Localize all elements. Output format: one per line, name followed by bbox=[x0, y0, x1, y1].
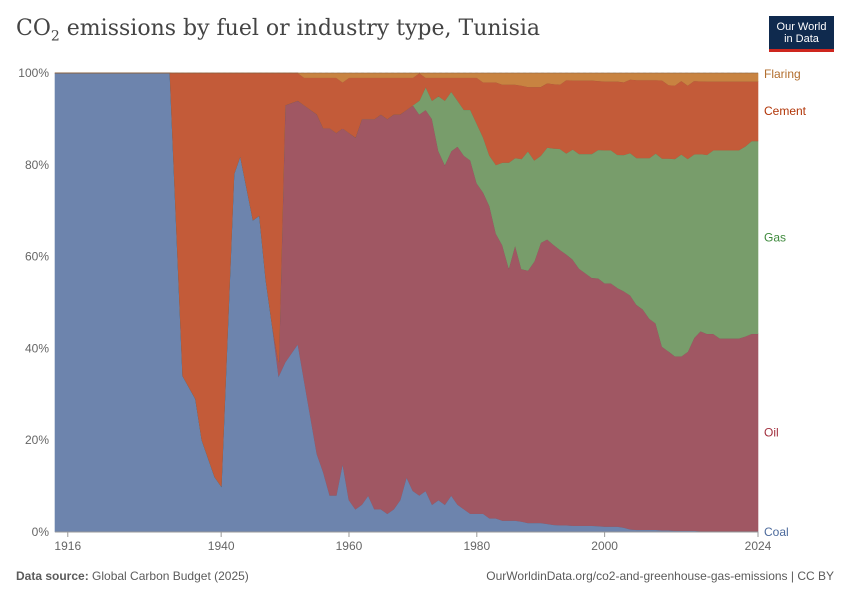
series-label-coal: Coal bbox=[764, 525, 789, 539]
logo-line-1: Our World bbox=[776, 21, 827, 33]
data-source: Data source: Global Carbon Budget (2025) bbox=[16, 569, 249, 583]
chart-title: CO2 emissions by fuel or industry type, … bbox=[16, 16, 541, 45]
x-tick-label: 2000 bbox=[591, 539, 618, 553]
series-label-flaring: Flaring bbox=[764, 67, 801, 81]
y-tick-label: 100% bbox=[18, 66, 49, 80]
logo-line-2: in Data bbox=[784, 33, 819, 45]
y-tick-label: 40% bbox=[25, 341, 49, 355]
axes: 0% 20% 40% 60% 80% 100% 1916 1940 1960 1980 2000 20… bbox=[18, 66, 771, 553]
area-series bbox=[54, 72, 759, 533]
x-tick-label: 1916 bbox=[54, 539, 81, 553]
y-tick-label: 20% bbox=[25, 433, 49, 447]
y-tick-label: 80% bbox=[25, 158, 49, 172]
owid-logo[interactable]: Our World in Data bbox=[769, 16, 834, 52]
series-label-gas: Gas bbox=[764, 230, 786, 244]
x-tick-label: 1960 bbox=[336, 539, 363, 553]
y-tick-label: 60% bbox=[25, 250, 49, 264]
x-tick-label: 1940 bbox=[208, 539, 235, 553]
series-labels: Coal Oil Gas Cement Flaring bbox=[764, 67, 807, 539]
x-tick-label: 2024 bbox=[745, 539, 772, 553]
area-flaring[interactable] bbox=[54, 72, 759, 88]
series-label-oil: Oil bbox=[764, 425, 779, 439]
y-tick-label: 0% bbox=[32, 525, 50, 539]
source-url[interactable]: OurWorldinData.org/co2-and-greenhouse-ga… bbox=[486, 569, 834, 583]
x-tick-label: 1980 bbox=[463, 539, 490, 553]
series-label-cement: Cement bbox=[764, 104, 807, 118]
